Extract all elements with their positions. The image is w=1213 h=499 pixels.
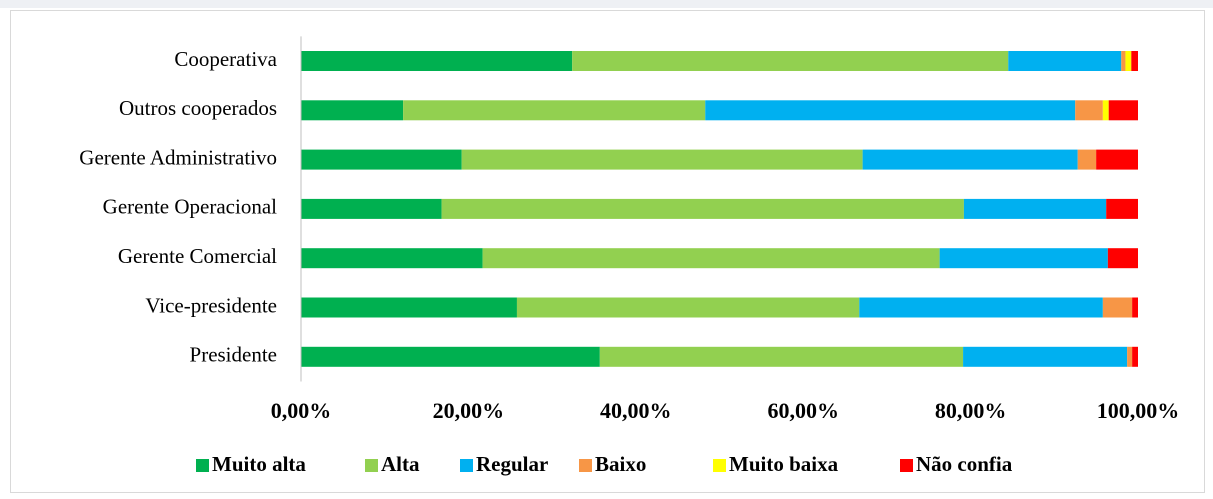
x-tick-label: 60,00% bbox=[767, 398, 839, 423]
bar-segment bbox=[461, 149, 863, 170]
bar-segment bbox=[1075, 100, 1103, 121]
y-tick-label: Cooperativa bbox=[174, 47, 277, 71]
bar-segment bbox=[301, 248, 483, 269]
bar-segment bbox=[1108, 100, 1138, 121]
bar-segment bbox=[1132, 297, 1138, 318]
y-tick-label: Outros cooperados bbox=[119, 96, 277, 120]
legend-label: Baixo bbox=[595, 452, 646, 476]
bar-segment bbox=[1102, 100, 1109, 121]
y-tick-label: Presidente bbox=[190, 343, 277, 367]
bar-segment bbox=[301, 100, 404, 121]
bar-segment bbox=[939, 248, 1108, 269]
bar-segment bbox=[441, 198, 964, 219]
bar-segment bbox=[1121, 51, 1126, 71]
y-tick-label: Vice-presidente bbox=[145, 293, 277, 317]
bar-segment bbox=[1096, 149, 1138, 170]
bar-segment bbox=[1127, 346, 1133, 367]
bar-segment bbox=[862, 149, 1078, 170]
x-tick-label: 0,00% bbox=[271, 398, 332, 423]
y-tick-label: Gerente Comercial bbox=[118, 244, 277, 268]
bar-segment bbox=[1008, 51, 1122, 71]
bar-segment bbox=[482, 248, 940, 269]
bar-segment bbox=[572, 51, 1009, 71]
legend-swatch bbox=[579, 459, 592, 472]
bar-segment bbox=[1131, 51, 1138, 71]
bar-segment bbox=[1132, 346, 1138, 367]
bar-segment bbox=[403, 100, 706, 121]
bar-segment bbox=[1102, 297, 1133, 318]
bar-segment bbox=[301, 346, 600, 367]
x-tick-label: 80,00% bbox=[935, 398, 1007, 423]
y-tick-label: Gerente Operacional bbox=[103, 195, 277, 219]
legend-swatch bbox=[196, 459, 209, 472]
bar-segment bbox=[599, 346, 964, 367]
bar-segment bbox=[963, 198, 1107, 219]
bar-segment bbox=[301, 198, 442, 219]
bar-segment bbox=[301, 149, 462, 170]
x-tick-label: 20,00% bbox=[433, 398, 505, 423]
legend-label: Muito alta bbox=[212, 452, 306, 476]
legend-swatch bbox=[365, 459, 378, 472]
bar-segment bbox=[1107, 248, 1138, 269]
x-tick-label: 40,00% bbox=[600, 398, 672, 423]
bar-segment bbox=[859, 297, 1103, 318]
bar-segment bbox=[1106, 198, 1138, 219]
bar-segment bbox=[963, 346, 1128, 367]
legend-label: Não confia bbox=[916, 452, 1013, 476]
legend-label: Regular bbox=[476, 452, 548, 476]
bar-segment bbox=[705, 100, 1076, 121]
bar-segment bbox=[1077, 149, 1097, 170]
bar-segment bbox=[516, 297, 860, 318]
x-tick-label: 100,00% bbox=[1097, 398, 1180, 423]
bar-segment bbox=[301, 51, 573, 71]
bar-segment bbox=[301, 297, 517, 318]
legend-label: Alta bbox=[381, 452, 420, 476]
legend-swatch bbox=[460, 459, 473, 472]
legend-label: Muito baixa bbox=[729, 452, 839, 476]
legend-swatch bbox=[900, 459, 913, 472]
y-tick-label: Gerente Administrativo bbox=[79, 145, 277, 169]
bar-segment bbox=[1125, 51, 1132, 71]
legend-swatch bbox=[713, 459, 726, 472]
top-strip bbox=[0, 0, 1213, 8]
